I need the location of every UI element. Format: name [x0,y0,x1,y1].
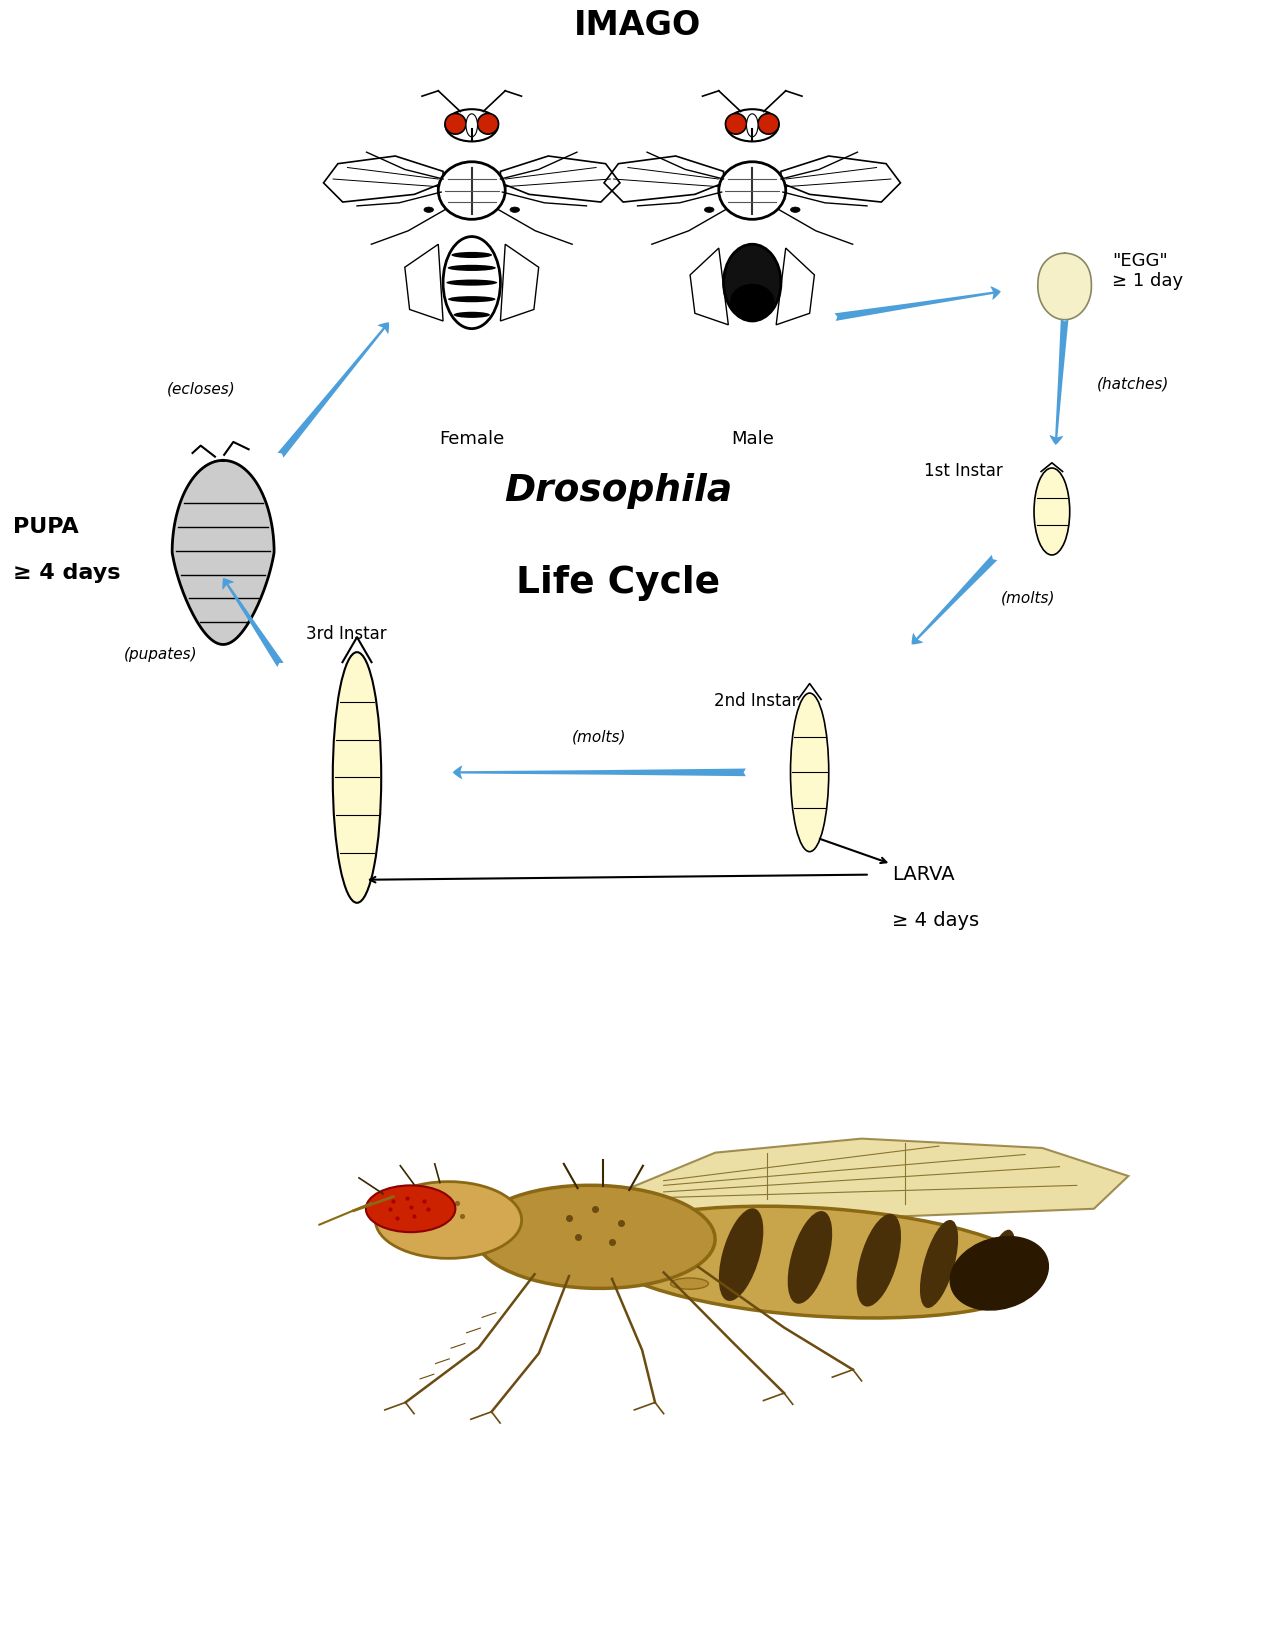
Polygon shape [630,1138,1128,1216]
Ellipse shape [790,693,829,851]
Ellipse shape [445,109,499,142]
Ellipse shape [445,114,467,134]
Ellipse shape [1034,469,1070,554]
Ellipse shape [448,264,496,271]
Ellipse shape [746,114,757,137]
Text: Life Cycle: Life Cycle [516,564,720,601]
Ellipse shape [719,1208,764,1300]
Ellipse shape [857,1214,901,1307]
Text: ≥ 4 days: ≥ 4 days [13,563,120,582]
Ellipse shape [333,652,381,903]
Text: IMAGO: IMAGO [574,8,701,41]
Ellipse shape [719,162,785,219]
Ellipse shape [448,295,496,302]
Text: 1st Instar: 1st Instar [924,462,1003,480]
Text: PUPA: PUPA [13,516,79,536]
Ellipse shape [597,1206,1040,1318]
Text: Female: Female [439,429,505,447]
Ellipse shape [704,206,714,213]
Ellipse shape [950,1236,1048,1310]
Ellipse shape [366,1185,455,1233]
Text: Drosophila: Drosophila [505,474,732,510]
Ellipse shape [724,244,780,322]
Ellipse shape [983,1229,1015,1304]
Text: (hatches): (hatches) [1096,376,1169,391]
Polygon shape [1038,252,1091,320]
Text: (molts): (molts) [572,729,626,744]
Ellipse shape [921,1219,958,1308]
Text: 3rd Instar: 3rd Instar [306,625,386,644]
Ellipse shape [446,279,497,285]
Ellipse shape [375,1181,521,1259]
Ellipse shape [474,1185,715,1289]
Text: "EGG"
≥ 1 day: "EGG" ≥ 1 day [1112,252,1183,290]
Text: (molts): (molts) [1001,591,1056,606]
Text: 2nd Instar: 2nd Instar [714,691,798,710]
Ellipse shape [439,162,505,219]
Text: ≥ 4 days: ≥ 4 days [892,911,979,931]
Ellipse shape [790,206,801,213]
Text: Male: Male [731,429,774,447]
Ellipse shape [731,284,774,318]
Ellipse shape [467,114,477,137]
Text: LARVA: LARVA [892,865,955,884]
Ellipse shape [671,1279,709,1289]
Text: (ecloses): (ecloses) [167,381,236,396]
Polygon shape [172,460,274,645]
Ellipse shape [423,206,434,213]
Ellipse shape [477,114,499,134]
Ellipse shape [444,236,500,328]
Ellipse shape [510,206,520,213]
Ellipse shape [759,114,779,134]
Ellipse shape [725,114,746,134]
Text: (pupates): (pupates) [124,647,198,662]
Ellipse shape [454,312,490,318]
Ellipse shape [788,1211,833,1304]
Ellipse shape [451,252,492,257]
Ellipse shape [725,109,779,142]
